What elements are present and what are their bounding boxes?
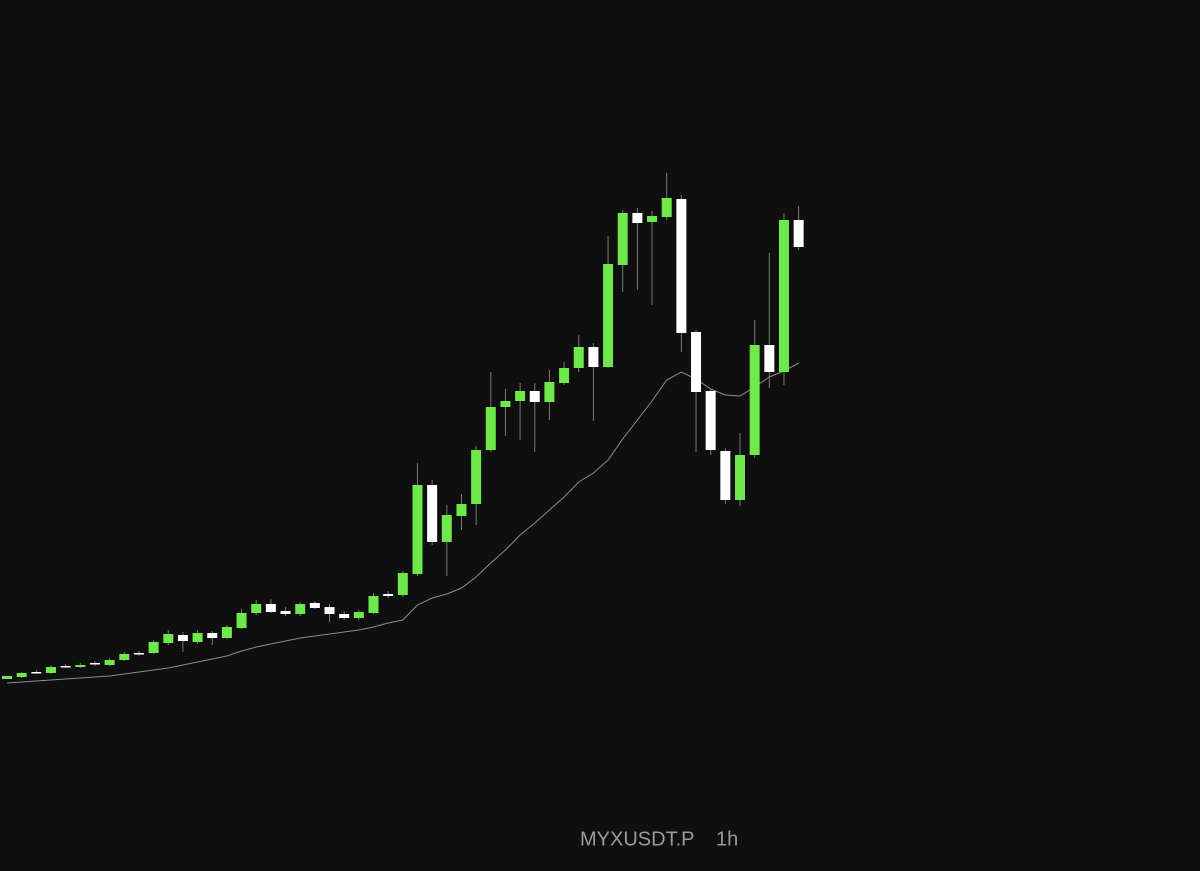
candle-body [133,653,144,655]
candle-body [793,220,804,247]
candle-body [676,199,687,333]
candle-body [148,642,159,653]
candle-body [89,663,100,665]
candle-body [280,611,291,614]
candle-body [324,607,335,614]
candle-body [617,213,628,265]
candle-body [632,213,643,223]
candle-body [427,485,438,542]
symbol-label: MYXUSDT.P [580,828,694,850]
candle-body [456,504,467,516]
candle-body [45,667,56,673]
candle-body [207,633,218,638]
candle-body [544,382,555,402]
candle-body [705,391,716,450]
candle-body [251,604,262,613]
candle-body [75,665,86,667]
candle-body [529,391,540,402]
candle-body [353,612,364,618]
candle-body [383,594,394,596]
candle-body [163,634,174,643]
candle-body [661,198,672,217]
candle-body [471,450,482,504]
candle-body [778,220,789,372]
candle-body [500,401,511,407]
moving-average-line [6,362,799,684]
candle-body [559,368,570,383]
candle-body [60,666,71,668]
candle-body [31,672,42,674]
candle-body [339,614,350,618]
candle-body [603,264,614,367]
candle-body [16,673,27,677]
interval-label: 1h [716,828,738,850]
candle-body [265,604,276,612]
candle-body [485,407,496,450]
candle-body [749,345,760,455]
candle-body [309,603,320,608]
candle-body [647,216,658,222]
candle-body [412,485,423,574]
moving-average-layer [6,362,799,684]
candle-body [2,676,12,679]
candle-body [764,345,775,372]
candle-body [221,627,232,638]
candle-body [691,332,702,392]
candle-layer [2,173,804,679]
candle-body [177,635,188,641]
candle-body [236,613,247,628]
candle-body [515,391,526,401]
candle-body [295,604,306,614]
candle-body [119,654,130,660]
candle-body [397,573,408,595]
candle-body [735,455,745,500]
candle-body [573,347,584,368]
candle-body [588,347,599,367]
candle-body [368,596,379,613]
candle-body [104,660,115,665]
candle-body [720,451,731,500]
candle-body [192,633,203,642]
candle-body [441,515,452,542]
